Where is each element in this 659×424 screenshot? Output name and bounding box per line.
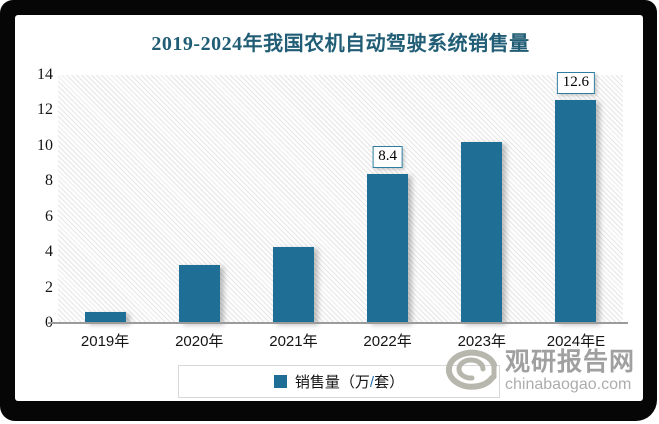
y-tick-label: 14 <box>37 66 53 83</box>
x-axis-label: 2022年 <box>363 333 412 350</box>
bar <box>367 174 409 323</box>
legend-label-text: 销售量（万 <box>294 374 370 391</box>
x-axis-label: 2023年 <box>457 333 506 350</box>
legend-swatch <box>273 375 287 388</box>
y-tick-label: 12 <box>37 101 53 119</box>
watermark-text-block: 观研报告网 chinabaogao.com <box>504 347 635 394</box>
x-axis-label: 2019年 <box>80 333 130 350</box>
legend-label: 销售量（万/套） <box>295 371 404 392</box>
y-tick-label: 2 <box>45 278 53 296</box>
x-axis-label: 2024年E <box>546 333 606 350</box>
chart-canvas: 2019-2024年我国农机自动驾驶系统销售量 02468101214 8.41… <box>15 15 643 401</box>
bar <box>84 312 126 323</box>
legend-label-slash: / <box>369 374 375 391</box>
x-axis-label: 2020年 <box>175 333 224 350</box>
y-axis: 02468101214 <box>21 66 53 331</box>
bar <box>178 264 220 323</box>
bar-value-label: 12.6 <box>556 71 596 94</box>
bar-value-label: 8.4 <box>372 146 403 169</box>
watermark-brand: 观研报告网 <box>504 347 635 376</box>
y-tick-label: 6 <box>45 207 53 225</box>
y-tick-label: 8 <box>45 172 53 190</box>
plot-area: 8.4 12.6 <box>58 71 623 323</box>
watermark-domain: chinabaogao.com <box>504 375 632 393</box>
legend-box: 销售量（万/套） <box>178 365 500 398</box>
bar <box>555 99 597 323</box>
x-axis: 2019年 2020年 2021年 2022年 2023年 2024年E <box>58 330 623 351</box>
bar <box>461 142 503 323</box>
chart-title: 2019-2024年我国农机自动驾驶系统销售量 <box>151 33 530 55</box>
watermark: 观研报告网 chinabaogao.com <box>445 347 635 395</box>
legend-label-text-2: 套） <box>374 374 405 391</box>
x-axis-baseline <box>48 322 628 324</box>
y-tick-label: 4 <box>45 243 53 261</box>
bar <box>272 246 314 323</box>
x-axis-label: 2021年 <box>269 333 318 350</box>
y-tick-label: 10 <box>37 136 53 154</box>
swirl-g-icon <box>445 349 497 390</box>
